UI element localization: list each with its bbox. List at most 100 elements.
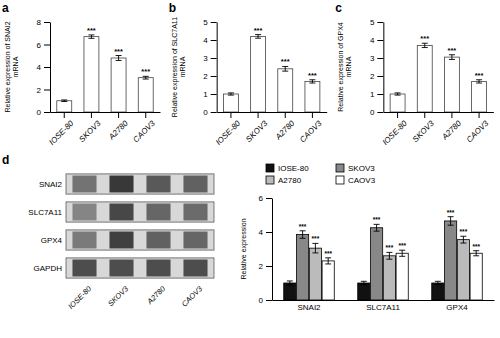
blot-row-background — [66, 174, 214, 194]
y-tick-mark — [377, 112, 383, 113]
legend-label: IOSE-80 — [278, 164, 309, 173]
x-tick-label: SNAI2 — [297, 303, 321, 312]
bar — [251, 36, 266, 112]
blot-lane-label: SKOV3 — [106, 284, 131, 309]
plot-area — [223, 35, 319, 112]
blot-cells — [66, 174, 214, 278]
y-axis: 0 2 4 6 — [259, 194, 273, 305]
blot-row-label: GAPDH — [34, 264, 63, 273]
y-tick-label: 6 — [259, 194, 264, 203]
significance: *** — [141, 67, 150, 76]
error-bar — [255, 35, 261, 39]
error-bar — [361, 281, 367, 284]
x-tick-mark — [397, 112, 398, 118]
blot-row-background — [66, 230, 214, 250]
y-tick-label: 3 — [203, 54, 208, 63]
y-tick: 3 — [203, 54, 216, 63]
y-tick-mark — [377, 58, 383, 59]
y-tick-label: 0 — [37, 108, 42, 117]
y-tick-label: 4 — [259, 228, 264, 237]
annotations: ********* — [254, 26, 317, 80]
error-bar — [309, 80, 315, 83]
x-tick: A2780 — [106, 112, 130, 142]
bar — [396, 253, 408, 300]
x-tick-label: IOSE-80 — [47, 118, 75, 146]
y-tick-mark — [211, 94, 217, 95]
blot-panel: SNAI2SLC7A11GPX4GAPDHIOSE-80SKOV3A2780CA… — [2, 153, 214, 311]
y-tick-label: 4 — [37, 63, 42, 72]
legend-swatch — [336, 164, 344, 172]
x-tick: IOSE-80 — [381, 112, 409, 147]
annotations: ********* — [420, 34, 483, 80]
blot-band — [109, 176, 133, 193]
x-tick-mark — [91, 112, 92, 118]
bar — [445, 221, 457, 300]
x-tick: SLC7A11 — [366, 300, 400, 312]
x-tick-mark — [64, 112, 65, 118]
bar — [472, 81, 487, 112]
error-bar — [448, 217, 454, 226]
blot-band — [183, 260, 207, 277]
y-tick-label: 0 — [259, 296, 264, 305]
x-tick-mark — [312, 112, 313, 118]
x-axis: IOSE-80SKOV3A2780CAOV3 — [381, 112, 494, 147]
bar — [383, 256, 395, 300]
y-tick: 2 — [37, 86, 50, 95]
x-tick-label: IOSE-80 — [214, 118, 242, 146]
significance: *** — [324, 250, 332, 257]
bar — [138, 78, 153, 112]
panel-label: c — [335, 1, 342, 15]
y-tick: 4 — [259, 228, 272, 237]
error-bar — [435, 281, 441, 284]
blot-lane-label: CAOV3 — [180, 284, 205, 309]
bar — [371, 228, 383, 300]
legend-item: SKOV3 — [336, 164, 375, 173]
error-bar — [88, 35, 94, 38]
y-tick-mark — [211, 40, 217, 41]
y-tick: 0 — [370, 108, 383, 117]
blot-band — [109, 232, 133, 249]
panel-label: a — [2, 1, 9, 15]
y-tick-mark — [377, 22, 383, 23]
blot-row-label: SLC7A11 — [28, 208, 62, 217]
chart-panel: 02468IOSE-80SKOV3A2780CAOV3*********Rela… — [2, 1, 161, 147]
axis-line — [383, 23, 384, 113]
error-bar — [449, 55, 455, 60]
blot-band — [72, 260, 96, 277]
axis-line — [217, 112, 327, 113]
chart-panel: 012345IOSE-80SKOV3A2780CAOV3*********Rel… — [169, 1, 327, 147]
y-tick-mark — [211, 22, 217, 23]
x-tick: IOSE-80 — [47, 112, 75, 147]
error-bar — [399, 250, 405, 256]
error-bar — [61, 100, 67, 102]
bar — [57, 101, 72, 112]
significance: *** — [281, 57, 290, 66]
figure: 02468IOSE-80SKOV3A2780CAOV3*********Rela… — [0, 0, 500, 338]
x-tick-label: SKOV3 — [244, 118, 270, 144]
significance: *** — [460, 228, 468, 235]
x-tick-mark — [258, 112, 259, 118]
x-tick-mark — [285, 112, 286, 118]
y-tick-label: 2 — [203, 72, 208, 81]
y-axis-label: Relative expression of SNAI2mRNA — [4, 21, 19, 112]
x-tick: A2780 — [273, 112, 297, 142]
y-tick: 2 — [203, 72, 216, 81]
legend-label: CAOV3 — [348, 176, 376, 185]
y-tick-mark — [266, 232, 272, 233]
y-tick: 6 — [37, 41, 50, 50]
axis-line — [217, 23, 218, 113]
error-bar — [116, 56, 122, 61]
axis-line — [50, 23, 51, 113]
legend-item: IOSE-80 — [266, 164, 309, 173]
blot-lane-label: IOSE-80 — [66, 284, 93, 311]
y-tick: 5 — [203, 18, 216, 27]
axis-line — [51, 112, 161, 113]
x-axis: IOSE-80SKOV3A2780CAOV3 — [214, 112, 327, 147]
chart-panel: 012345IOSE-80SKOV3A2780CAOV3*********Rel… — [335, 1, 494, 147]
y-tick: 2 — [259, 262, 272, 271]
y-tick: 0 — [203, 108, 216, 117]
y-tick: 8 — [37, 18, 50, 27]
x-tick-label: A2780 — [106, 118, 130, 142]
blot-band — [72, 176, 96, 193]
y-tick-label: 1 — [203, 90, 208, 99]
